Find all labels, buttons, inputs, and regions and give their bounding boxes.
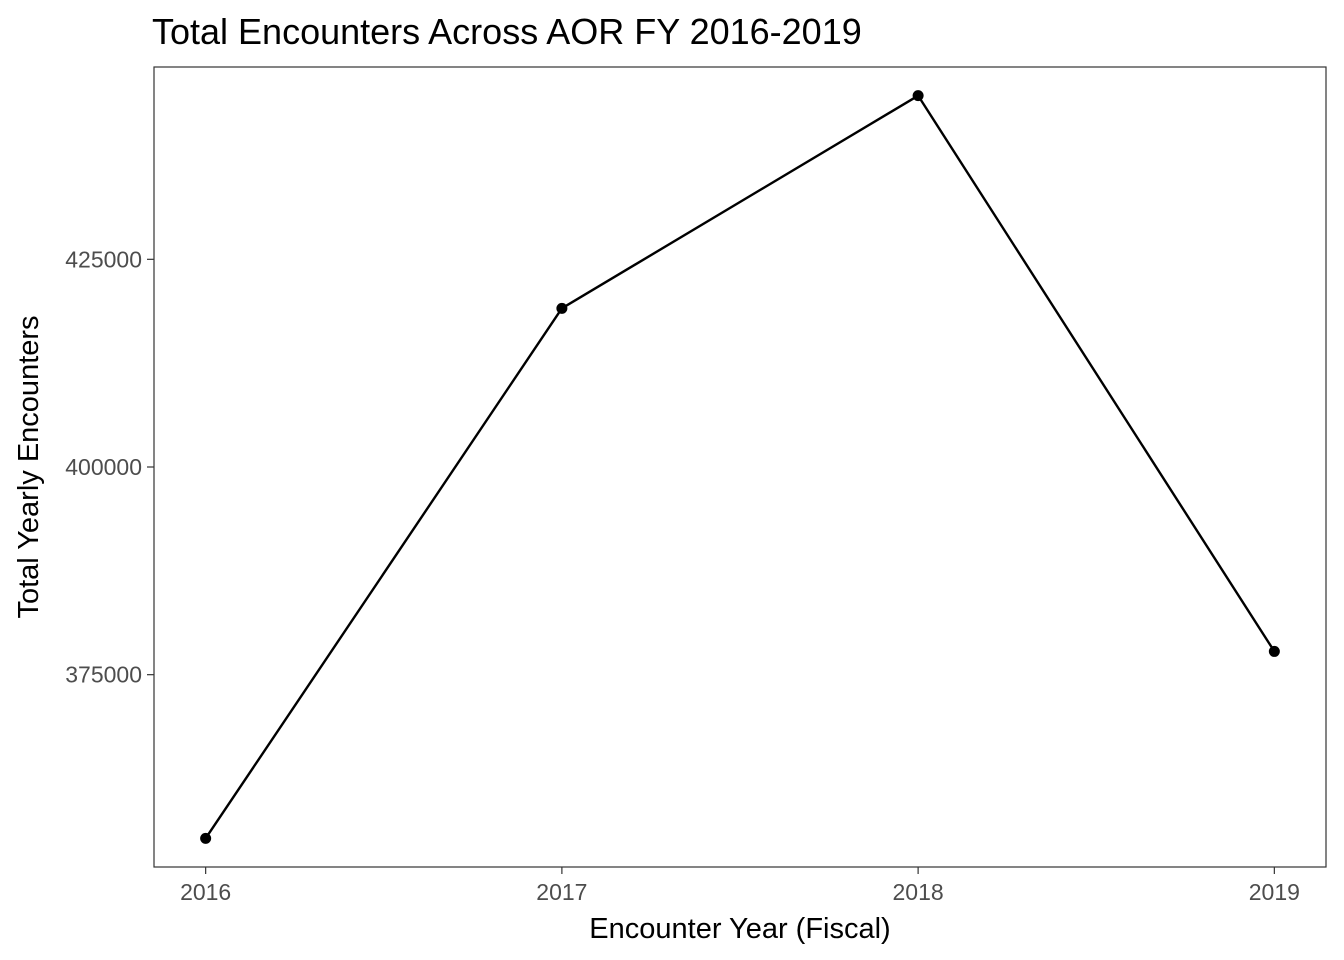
y-tick-label: 425000 xyxy=(65,246,142,272)
data-point xyxy=(1268,645,1280,657)
data-point xyxy=(200,832,212,844)
y-tick-label: 375000 xyxy=(65,662,142,688)
plot-panel-border xyxy=(153,66,1327,868)
x-axis: 2016 2017 2018 2019 xyxy=(180,867,1300,905)
x-tick-label: 2018 xyxy=(893,879,944,905)
x-tick-label: 2016 xyxy=(180,879,231,905)
x-tick-label: 2017 xyxy=(536,879,587,905)
chart-title: Total Encounters Across AOR FY 2016-2019 xyxy=(152,11,862,52)
data-point xyxy=(912,90,924,102)
x-axis-title: Encounter Year (Fiscal) xyxy=(589,913,890,945)
y-tick-label: 400000 xyxy=(65,454,142,480)
data-series xyxy=(200,90,1280,844)
x-tick-label: 2019 xyxy=(1249,879,1300,905)
series-line xyxy=(204,94,1276,840)
data-point xyxy=(556,302,568,314)
y-axis-title: Total Yearly Encounters xyxy=(13,315,45,618)
y-axis: 375000 400000 425000 xyxy=(65,246,154,688)
